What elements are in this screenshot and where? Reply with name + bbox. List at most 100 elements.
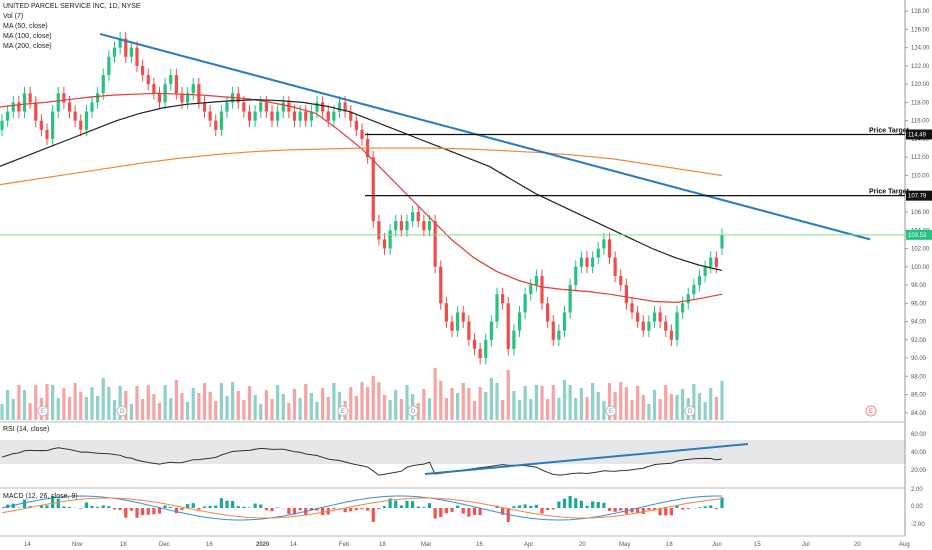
time-tick-label: Nov (72, 542, 83, 548)
candle (287, 102, 291, 112)
event-label: D (120, 409, 125, 415)
volume-bar (174, 380, 178, 420)
macd-bar (630, 508, 634, 513)
volume-bar (225, 396, 229, 420)
candle (636, 312, 640, 322)
volume-bar (73, 383, 77, 420)
volume-bar (202, 383, 207, 420)
macd-bar (349, 508, 353, 512)
volume-bar (478, 387, 482, 420)
candle (270, 111, 274, 121)
volume-bar (619, 382, 623, 420)
event-label: E (341, 409, 345, 415)
volume-bar (135, 386, 139, 420)
volume-bar (349, 387, 353, 420)
volume-bar (287, 403, 291, 420)
volume-bar (281, 394, 285, 420)
volume-bar (129, 404, 133, 420)
volume-bar (118, 386, 122, 420)
volume-bar (242, 400, 246, 420)
candle (354, 120, 358, 130)
volume-bar (630, 400, 634, 420)
macd-bar (714, 508, 718, 510)
candle (28, 93, 32, 103)
volume-bar (236, 391, 240, 420)
macd-bar (270, 508, 274, 512)
volume-bar (484, 392, 488, 420)
volume-bar (495, 383, 499, 420)
volume-bar (247, 386, 252, 420)
time-tick-label: 20 (854, 542, 861, 548)
candle (450, 321, 454, 331)
volume-bar (371, 376, 375, 420)
candle (484, 339, 488, 359)
candle (540, 275, 544, 304)
candle (523, 294, 527, 313)
volume-bar (636, 386, 640, 420)
macd-bar (107, 506, 111, 508)
price-tick-label: 110.00 (911, 173, 930, 179)
volume-bar (579, 388, 583, 420)
candle (495, 294, 499, 322)
macd-bar (478, 508, 482, 516)
volume-bar (22, 390, 27, 420)
candle (602, 239, 606, 249)
time-tick-label: 16 (206, 542, 213, 548)
candle (416, 212, 420, 222)
volume-bar (90, 387, 94, 420)
macd-bar (636, 508, 640, 514)
time-tick-label: May (619, 542, 630, 548)
candle (321, 102, 325, 112)
legend-symbol: UNITED PARCEL SERVICE INC, 1D, NYSE (3, 3, 141, 10)
volume-bar (405, 385, 409, 420)
macd-bar (394, 500, 398, 508)
macd-bar (444, 508, 448, 514)
volume-bar (450, 388, 454, 420)
volume-bar (332, 383, 336, 420)
volume-bar (517, 400, 522, 420)
price-tick-label: 92.00 (911, 338, 927, 344)
candle (360, 129, 364, 139)
rsi-tick-label: 40.00 (911, 450, 927, 456)
macd-bar (377, 508, 381, 510)
macd-bar (709, 505, 713, 508)
volume-bar (96, 396, 100, 420)
macd-bar (152, 508, 156, 515)
macd-bar (579, 500, 583, 508)
candle (467, 321, 471, 340)
macd-bar (686, 508, 690, 509)
volume-bar (427, 398, 432, 420)
event-label: D (411, 409, 416, 415)
candle (101, 75, 105, 94)
volume-bar (574, 398, 578, 420)
volume-bar (152, 394, 156, 420)
candle (478, 348, 482, 359)
candle (118, 38, 122, 48)
rsi-band (0, 440, 905, 464)
candle (259, 102, 263, 112)
macd-bar (287, 508, 291, 514)
legend-ma200: MA (200, close) (3, 43, 52, 50)
candle (34, 102, 38, 121)
macd-bar (472, 508, 477, 515)
price-pane (0, 0, 905, 422)
macd-bar (669, 508, 673, 516)
macd-bar (574, 498, 578, 508)
volume-bar (214, 401, 218, 420)
candle (709, 257, 713, 267)
time-tick-label: Feb (339, 542, 350, 548)
volume-bar (309, 393, 313, 420)
price-tick-label: 118.00 (911, 100, 930, 106)
macd-bar (354, 508, 358, 511)
volume-bar (529, 399, 533, 420)
macd-bar (591, 501, 595, 508)
candle (96, 93, 100, 103)
candle (394, 221, 398, 231)
volume-bar (591, 383, 595, 420)
legend-vol: Vol (7) (3, 13, 24, 20)
candle (427, 221, 432, 231)
time-tick-label: Dec (159, 542, 170, 548)
macd-bar (264, 508, 268, 511)
candle (562, 312, 567, 331)
